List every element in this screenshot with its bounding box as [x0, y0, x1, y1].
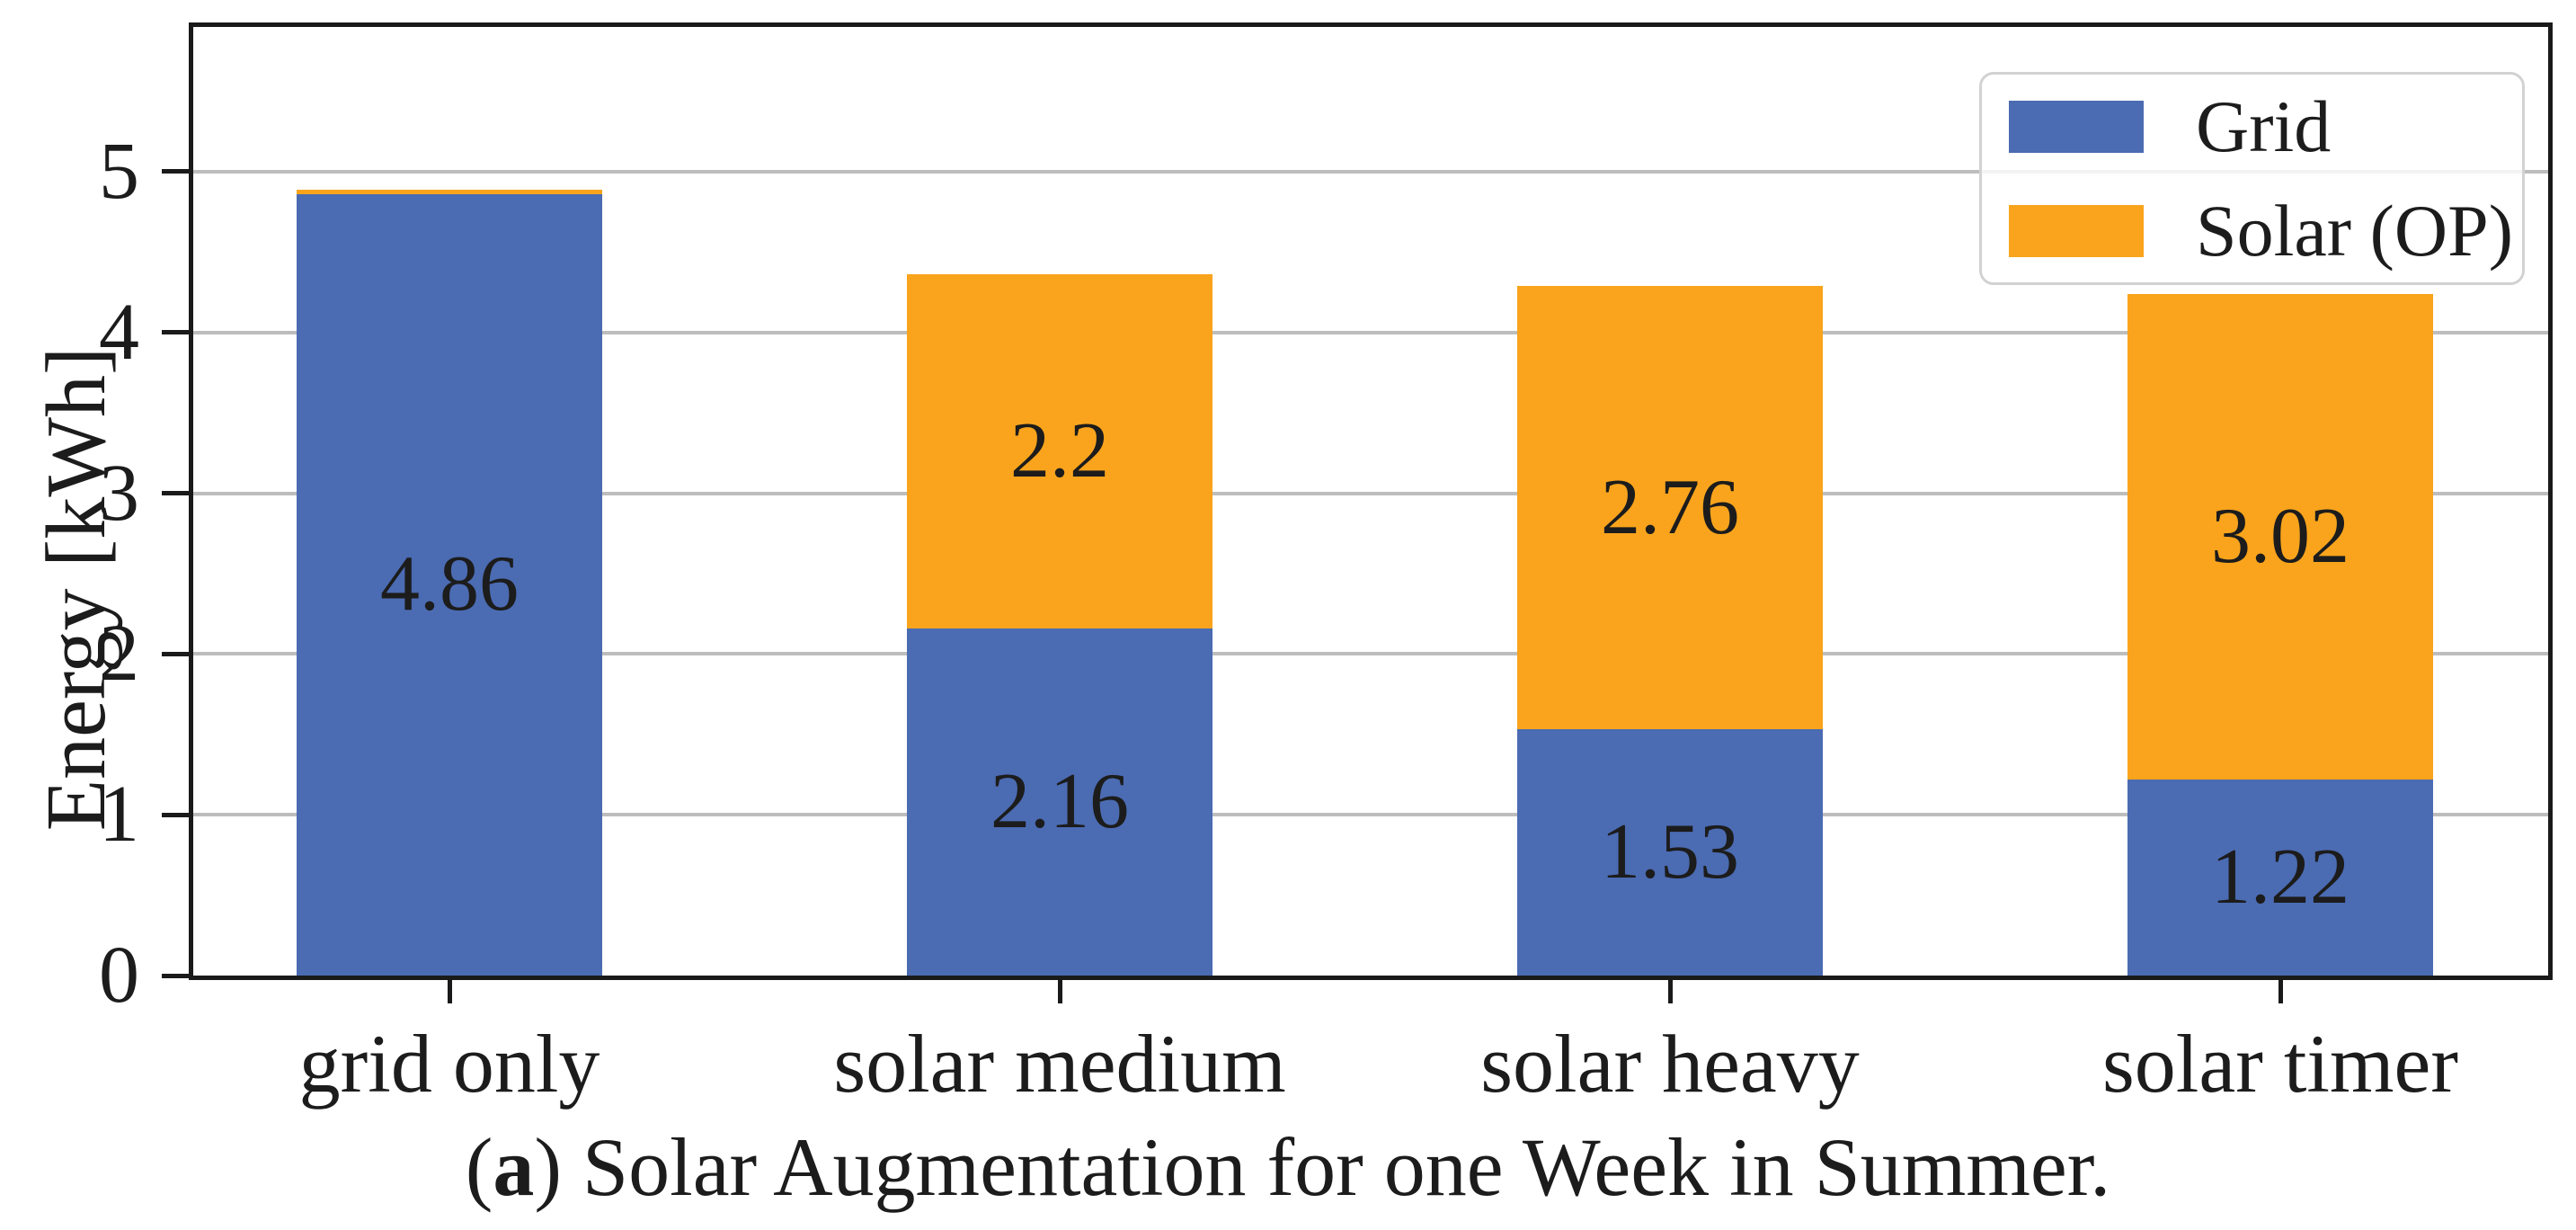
bar-segment-grid: 4.86 [297, 193, 602, 976]
legend: Grid Solar (OP) [1979, 72, 2525, 285]
y-tick-label-2: 2 [99, 609, 139, 699]
gridline-y-5 [193, 169, 2548, 174]
y-tick-mark-4 [162, 330, 189, 335]
bar-segment-grid: 1.22 [2127, 779, 2433, 976]
x-tick-label-solar-heavy: solar heavy [1480, 1018, 1860, 1110]
x-tick-label-grid-only: grid only [298, 1018, 600, 1110]
caption-paren-close: ) [534, 1121, 562, 1213]
bar-segment-grid: 2.16 [907, 628, 1212, 976]
x-tick-mark-2 [1057, 980, 1062, 1003]
bar-segment-solarop: 2.76 [1517, 285, 1823, 730]
bar-value-label: 2.16 [990, 757, 1129, 845]
bar-grid-only: 4.86 [297, 27, 602, 976]
bar-value-label: 2.2 [1010, 407, 1109, 495]
bar-value-label: 4.86 [380, 540, 519, 628]
y-tick-label-4: 4 [99, 287, 139, 377]
x-tick-mark-4 [2278, 980, 2283, 1003]
legend-label-solar: Solar (OP) [2196, 189, 2514, 272]
x-tick-label-solar-medium: solar medium [833, 1018, 1286, 1110]
y-tick-mark-2 [162, 651, 189, 656]
figure-caption: (a) Solar Augmentation for one Week in Su… [0, 1126, 2576, 1208]
bar-value-label: 1.53 [1601, 808, 1739, 896]
y-tick-mark-1 [162, 812, 189, 817]
x-tick-mark-1 [447, 980, 452, 1003]
bar-segment-solarop: 3.02 [2127, 293, 2433, 780]
gridline-y-3 [193, 491, 2548, 495]
bar-segment-grid: 1.53 [1517, 729, 1823, 976]
caption-text: Solar Augmentation for one Week in Summe… [582, 1121, 2111, 1213]
bar-solar-timer: 1.22 3.02 [2127, 27, 2433, 976]
y-tick-mark-3 [162, 491, 189, 496]
gridline-y-4 [193, 330, 2548, 334]
x-tick-mark-3 [1667, 980, 1673, 1003]
legend-item-solar: Solar (OP) [2009, 189, 2522, 272]
legend-swatch-grid [2009, 100, 2144, 153]
plot-area: Grid Solar (OP) 0 1 2 3 4 5 4.86 grid only 2.16 2… [99, 22, 2553, 1105]
legend-swatch-solar [2009, 204, 2144, 257]
caption-paren-open: ( [465, 1121, 493, 1213]
bar-value-label: 3.02 [2211, 492, 2349, 580]
caption-marker: a [493, 1121, 535, 1213]
bar-value-label: 1.22 [2211, 833, 2349, 921]
bar-segment-solarop: 2.2 [907, 274, 1212, 628]
y-tick-mark-5 [162, 169, 189, 174]
y-tick-label-0: 0 [99, 931, 139, 1020]
bar-solar-medium: 2.16 2.2 [907, 27, 1212, 976]
y-tick-label-5: 5 [99, 126, 139, 216]
legend-item-grid: Grid [2009, 85, 2522, 167]
y-tick-label-1: 1 [99, 770, 139, 860]
y-tick-label-3: 3 [99, 448, 139, 538]
legend-label-grid: Grid [2196, 85, 2332, 167]
y-axis-title: Energy [kWh] [30, 346, 123, 832]
bar-solar-heavy: 1.53 2.76 [1517, 27, 1823, 976]
bar-value-label: 2.76 [1601, 463, 1739, 551]
x-tick-label-solar-timer: solar timer [2102, 1018, 2458, 1110]
bar-segment-solarop [297, 189, 602, 194]
gridline-y-2 [193, 652, 2548, 656]
y-tick-mark-0 [162, 973, 189, 978]
gridline-y-1 [193, 813, 2548, 817]
